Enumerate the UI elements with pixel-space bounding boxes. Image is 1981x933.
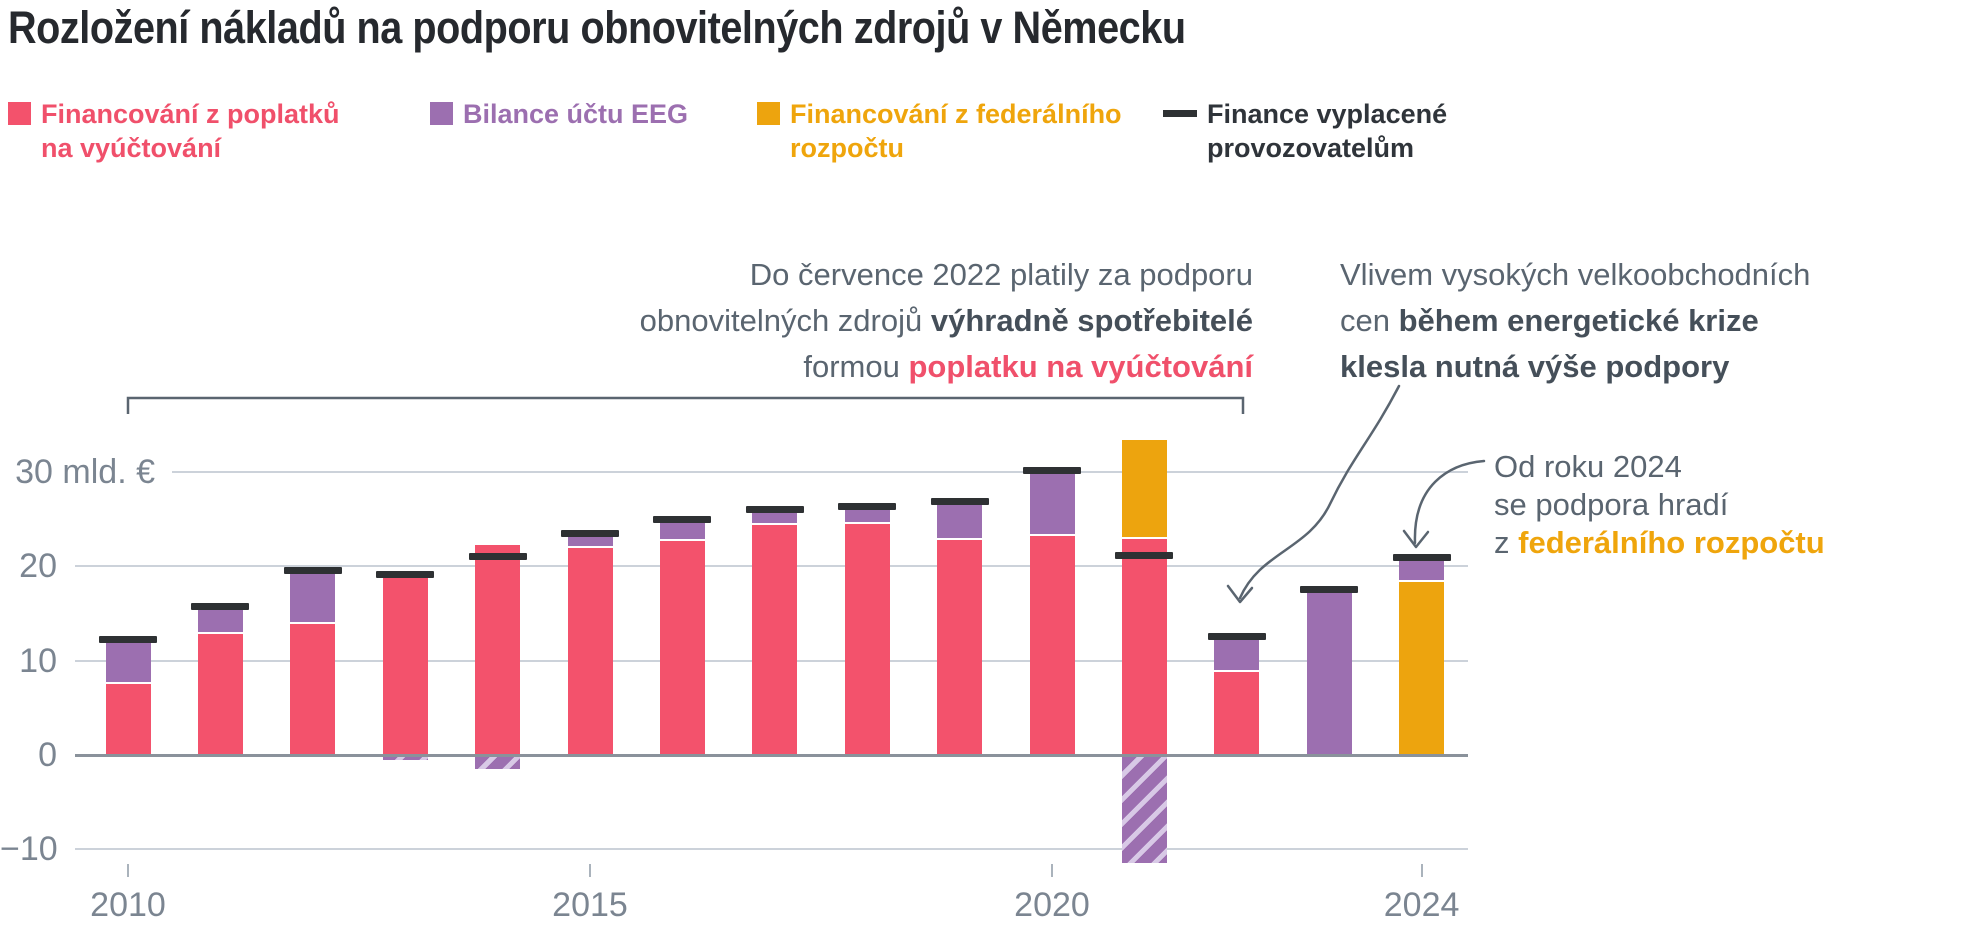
bar-segment-2021[interactable] bbox=[1121, 539, 1167, 755]
legend-item-1: Bilance účtu EEG bbox=[430, 97, 688, 131]
bar-segment-2022[interactable] bbox=[1214, 672, 1260, 755]
gridline-30 bbox=[172, 471, 1468, 474]
bar-segment-2011[interactable] bbox=[197, 608, 243, 635]
bar-segment-2016[interactable] bbox=[659, 520, 705, 541]
payout-marker-2017[interactable] bbox=[745, 506, 804, 514]
bar-segment-2020[interactable] bbox=[1029, 471, 1075, 537]
y-axis-label--10: −10 bbox=[0, 830, 58, 869]
bar-segment-2011[interactable] bbox=[197, 634, 243, 755]
x-axis-label-2015: 2015 bbox=[552, 886, 628, 924]
payout-marker-2014[interactable] bbox=[468, 553, 527, 561]
bar-segment-negative-2013[interactable] bbox=[382, 755, 428, 760]
bar-segment-2015[interactable] bbox=[567, 547, 613, 755]
bar-segment-2012[interactable] bbox=[290, 572, 336, 624]
bar-segment-2010[interactable] bbox=[105, 684, 151, 755]
x-axis-tick-2024 bbox=[1420, 864, 1423, 877]
bar-segment-2024[interactable] bbox=[1399, 560, 1445, 583]
bar-segment-2018[interactable] bbox=[844, 523, 890, 755]
bar-segment-2022[interactable] bbox=[1214, 638, 1260, 672]
gridline--10 bbox=[75, 848, 1468, 851]
payout-marker-2015[interactable] bbox=[561, 529, 619, 537]
payout-marker-2024[interactable] bbox=[1392, 554, 1451, 562]
bar-segment-2014[interactable] bbox=[475, 544, 521, 755]
payout-marker-2022[interactable] bbox=[1207, 632, 1266, 640]
legend-square-icon bbox=[430, 102, 453, 125]
x-axis-label-2010: 2010 bbox=[90, 886, 166, 924]
payout-marker-2019[interactable] bbox=[930, 497, 989, 505]
y-axis-label-10: 10 bbox=[19, 641, 57, 680]
x-axis-tick-2020 bbox=[1051, 864, 1053, 877]
bar-segment-2017[interactable] bbox=[752, 524, 798, 755]
legend-dash-icon bbox=[1163, 110, 1197, 117]
legend-item-2: Financování z federálního rozpočtu bbox=[757, 97, 1122, 165]
bar-segment-2021[interactable] bbox=[1121, 440, 1167, 540]
legend-square-icon bbox=[757, 102, 780, 125]
payout-marker-2011[interactable] bbox=[191, 602, 250, 610]
annotation-consumer-period: Do července 2022 platily za podporu obnov… bbox=[639, 257, 1253, 384]
annotation-energy-crisis: Vlivem vysokých velkoobchodních cen během… bbox=[1340, 257, 1811, 384]
payout-marker-2021[interactable] bbox=[1115, 551, 1174, 559]
bar-segment-2012[interactable] bbox=[290, 623, 336, 755]
payout-marker-2023[interactable] bbox=[1300, 586, 1359, 594]
x-axis-label-2024: 2024 bbox=[1383, 886, 1460, 924]
x-axis-tick-2010 bbox=[127, 864, 129, 877]
bar-segment-2020[interactable] bbox=[1029, 536, 1075, 755]
bar-segment-2010[interactable] bbox=[105, 642, 151, 685]
bar-segment-2023[interactable] bbox=[1306, 590, 1352, 755]
gridline-0 bbox=[75, 754, 1468, 757]
bar-segment-2015[interactable] bbox=[567, 534, 613, 548]
legend-label: Bilance účtu EEG bbox=[463, 99, 689, 129]
bar-segment-2017[interactable] bbox=[752, 510, 798, 525]
bar-segment-2018[interactable] bbox=[844, 507, 890, 524]
bar-segment-2016[interactable] bbox=[659, 540, 705, 755]
payout-marker-2018[interactable] bbox=[838, 503, 897, 511]
x-axis-label-2020: 2020 bbox=[1014, 886, 1090, 924]
bar-segment-negative-2021[interactable] bbox=[1121, 755, 1167, 863]
y-axis-label-0: 0 bbox=[38, 736, 57, 774]
x-axis-tick-2015 bbox=[589, 864, 591, 877]
y-axis-label-30: 30 mld. € bbox=[15, 453, 155, 492]
bar-segment-2024[interactable] bbox=[1399, 582, 1445, 755]
y-axis-label-20: 20 bbox=[19, 547, 57, 586]
annotation-federal-budget: Od roku 2024 se podpora hradí z federálníh… bbox=[1494, 449, 1825, 560]
bar-segment-negative-2014[interactable] bbox=[475, 755, 521, 770]
legend-label: Finance vyplacené provozovatelům bbox=[1207, 99, 1448, 163]
payout-marker-2012[interactable] bbox=[283, 566, 342, 574]
payout-marker-2010[interactable] bbox=[99, 636, 157, 644]
legend-square-icon bbox=[8, 102, 31, 125]
payout-marker-2013[interactable] bbox=[376, 571, 435, 579]
legend-label: Financování z federálního rozpočtu bbox=[790, 99, 1122, 163]
legend-label: Financování z poplatků na vyúčtování bbox=[41, 99, 340, 163]
payout-marker-2016[interactable] bbox=[653, 515, 712, 523]
bar-segment-2019[interactable] bbox=[937, 502, 983, 540]
bar-segment-2019[interactable] bbox=[937, 539, 983, 755]
legend-item-0: Financování z poplatků na vyúčtování bbox=[8, 97, 340, 165]
legend-item-3: Finance vyplacené provozovatelům bbox=[1163, 97, 1447, 165]
bar-segment-2013[interactable] bbox=[382, 577, 428, 755]
payout-marker-2020[interactable] bbox=[1023, 466, 1081, 474]
page-title: Rozložení nákladů na podporu obnovitelný… bbox=[8, 2, 1186, 53]
